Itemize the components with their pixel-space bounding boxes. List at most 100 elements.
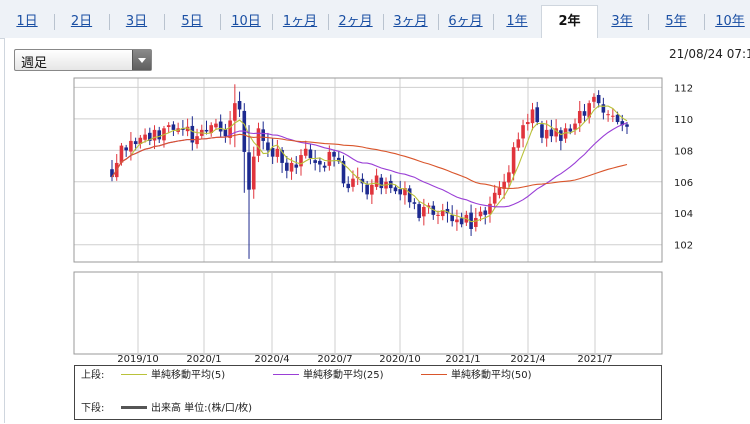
chevron-down-icon[interactable]	[132, 50, 151, 70]
tab-4[interactable]: 5日	[181, 14, 203, 29]
candle-up	[606, 114, 610, 116]
candle-up	[152, 129, 157, 141]
candle-down	[285, 162, 289, 171]
legend-sma25-swatch	[273, 373, 299, 375]
candle-up	[516, 139, 521, 148]
candle-up	[289, 162, 294, 172]
candle-down	[322, 165, 327, 168]
candle-up	[228, 120, 232, 138]
candle-up	[492, 192, 497, 204]
tab-separator	[704, 14, 705, 30]
candle-down	[360, 178, 365, 184]
candle-down	[261, 129, 265, 141]
tab-11[interactable]: 2年	[541, 5, 598, 40]
candle-down	[190, 125, 195, 143]
y-tick-label: 104	[674, 209, 693, 220]
y-tick-label: 108	[674, 146, 693, 157]
tab-8[interactable]: 3ヶ月	[393, 14, 428, 29]
candle-down	[247, 152, 251, 190]
y-tick-label: 110	[674, 115, 693, 126]
tab-1[interactable]: 1日	[16, 14, 38, 29]
candle-up	[422, 206, 426, 217]
candle-down	[469, 212, 473, 229]
candle-up	[521, 125, 525, 139]
candle-up	[488, 203, 492, 215]
interval-select[interactable]: 週足	[14, 49, 152, 71]
candle-down	[620, 121, 625, 126]
volume-plot-area	[73, 271, 663, 355]
candle-down	[549, 129, 554, 137]
candle-up	[370, 184, 374, 195]
candle-down	[412, 202, 417, 204]
x-tick-label: 2021/4	[510, 354, 545, 365]
tab-6[interactable]: 1ヶ月	[282, 14, 318, 29]
candle-up	[251, 156, 256, 190]
candle-up	[303, 148, 308, 156]
candle-down	[346, 183, 351, 189]
legend-volume-label: 出来高 単位:(株/口/枚)	[151, 403, 253, 414]
candle-up	[209, 125, 214, 133]
legend-lower-label: 下段:	[81, 403, 105, 414]
candle-down	[218, 121, 223, 132]
x-tick-label: 2019/10	[117, 354, 159, 365]
interval-select-value: 週足	[21, 56, 48, 71]
tab-separator	[493, 14, 494, 30]
candle-down	[204, 129, 209, 132]
candle-up	[166, 125, 171, 127]
tab-separator	[328, 14, 329, 30]
candle-down	[336, 157, 341, 162]
price-plot-area	[73, 77, 663, 263]
candle-up	[611, 115, 615, 117]
tab-2[interactable]: 2日	[70, 14, 93, 29]
legend-lower-row: 下段: 出来高 単位:(株/口/枚)	[81, 402, 252, 416]
x-tick-label: 2020/4	[254, 354, 289, 365]
candle-down	[450, 214, 454, 222]
tab-separator	[272, 14, 273, 30]
candle-down	[379, 177, 384, 189]
tab-7[interactable]: 2ヶ月	[338, 14, 373, 29]
candle-up	[573, 123, 577, 130]
tab-separator	[109, 14, 110, 30]
x-tick-label: 2021/7	[577, 354, 612, 365]
candle-down	[459, 218, 464, 225]
tab-5[interactable]: 10日	[231, 14, 261, 29]
candle-down	[568, 128, 573, 132]
tab-separator	[383, 14, 384, 30]
candle-up	[426, 205, 431, 208]
candle-down	[596, 95, 601, 104]
candle-down	[365, 184, 369, 195]
candle-down	[280, 150, 284, 163]
tab-3[interactable]: 3日	[125, 14, 148, 29]
x-tick-label: 2021/1	[445, 354, 480, 365]
candle-up	[525, 122, 530, 125]
tab-14[interactable]: 10年	[715, 14, 745, 29]
candle-up	[478, 211, 483, 217]
candle-up	[587, 103, 592, 118]
candle-up	[563, 128, 568, 139]
candle-up	[195, 136, 199, 145]
candle-down	[559, 130, 563, 141]
candle-down	[266, 142, 270, 151]
legend-sma50: 単純移動平均(50)	[417, 369, 532, 383]
candle-down	[294, 164, 299, 168]
candle-down	[181, 128, 185, 130]
candle-up	[403, 188, 407, 196]
tab-13[interactable]: 5年	[665, 14, 687, 29]
candle-down	[445, 208, 450, 214]
candle-up	[436, 214, 440, 216]
tab-9[interactable]: 6ヶ月	[448, 14, 483, 29]
candle-up	[233, 103, 237, 121]
candle-up	[530, 109, 535, 124]
candle-up	[138, 137, 143, 145]
candle-down	[124, 147, 128, 151]
tab-12[interactable]: 3年	[611, 14, 633, 29]
tab-separator	[220, 14, 221, 30]
candle-down	[147, 132, 152, 141]
tab-10[interactable]: 1年	[506, 14, 528, 29]
legend-sma5-label: 単純移動平均(5)	[151, 370, 226, 381]
candle-down	[308, 149, 313, 159]
legend-sma50-swatch	[421, 373, 447, 375]
period-tab-bar: 1日 2日 3日 5日 10日 1ヶ月 2ヶ月 3ヶ月 6ヶ月 1年 2年 3年 5年 10年	[0, 0, 750, 40]
candle-down	[540, 124, 544, 138]
